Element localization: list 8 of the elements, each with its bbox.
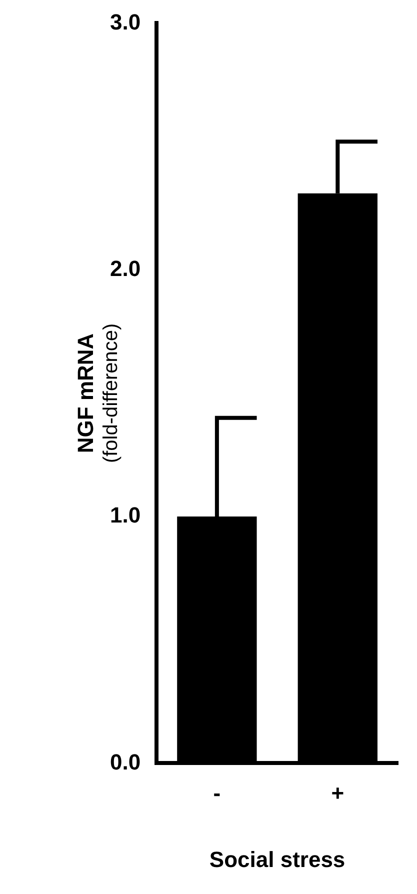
- y-tick-label: 3.0: [110, 9, 141, 34]
- y-tick-label: 0.0: [110, 749, 141, 774]
- y-tick-label: 1.0: [110, 502, 141, 528]
- x-tick-label: -: [213, 780, 221, 806]
- x-tick-label: +: [331, 780, 344, 806]
- y-axis-title: NGF mRNA (fold-difference): [73, 323, 122, 464]
- y-tick-label: 2.0: [110, 256, 141, 281]
- x-axis-title: Social stress: [209, 846, 346, 872]
